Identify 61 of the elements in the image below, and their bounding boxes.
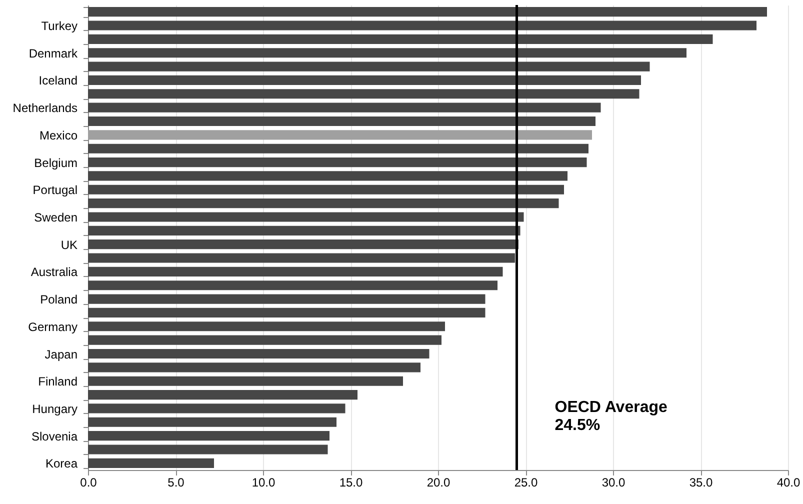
x-tick-label: 0.0 <box>80 476 98 490</box>
x-tick-label: 5.0 <box>168 476 185 490</box>
bar <box>88 7 767 17</box>
bar <box>88 280 498 290</box>
x-tick-label: 35.0 <box>689 476 713 490</box>
bar <box>88 253 515 263</box>
bar <box>88 62 650 72</box>
bar <box>88 212 524 222</box>
x-tick-label: 10.0 <box>252 476 276 490</box>
x-tick-label: 15.0 <box>339 476 363 490</box>
bar <box>88 348 430 359</box>
y-tick-label: Australia <box>30 265 78 280</box>
bar <box>88 20 756 30</box>
bar <box>88 294 486 304</box>
bar <box>88 308 486 318</box>
x-tick-label: 25.0 <box>514 476 538 490</box>
bar <box>88 102 601 112</box>
bar <box>88 417 336 427</box>
bar <box>88 130 592 140</box>
bar <box>88 444 328 454</box>
bar <box>88 198 559 208</box>
bar <box>88 404 346 414</box>
y-tick-label: Hungary <box>32 402 78 416</box>
bar <box>88 322 445 332</box>
y-tick-label: Slovenia <box>31 429 78 444</box>
bar <box>88 458 214 468</box>
y-tick-label: UK <box>60 238 78 252</box>
bar <box>88 431 330 441</box>
bar <box>88 266 503 276</box>
y-tick-label: Turkey <box>41 19 78 34</box>
bar <box>88 226 520 236</box>
x-tick-label: 30.0 <box>602 476 626 490</box>
bar <box>88 144 588 154</box>
y-tick-label: Portugal <box>32 183 78 198</box>
y-tick-label: Netherlands <box>12 101 78 116</box>
bar <box>88 157 587 168</box>
bar <box>88 390 358 400</box>
y-tick-label: Belgium <box>34 156 78 170</box>
y-tick-label: Poland <box>40 292 78 307</box>
ref-line-label: OECD Average 24.5% <box>554 399 668 434</box>
bar <box>88 184 564 194</box>
y-tick-label: Korea <box>45 456 78 471</box>
bar <box>88 171 568 181</box>
bar <box>88 335 442 345</box>
bar <box>88 240 518 250</box>
bar <box>88 362 420 372</box>
x-tick-label: 40.0 <box>776 476 800 490</box>
bar <box>88 48 686 58</box>
y-tick-label: Mexico <box>39 128 78 142</box>
y-tick-label: Germany <box>28 320 78 334</box>
x-tick-label: 20.0 <box>426 476 450 490</box>
bar <box>88 116 596 126</box>
bar <box>88 376 403 386</box>
bar <box>88 75 641 86</box>
y-tick-label: Finland <box>38 374 78 389</box>
bar <box>88 34 713 44</box>
y-tick-label: Japan <box>44 347 78 362</box>
bar <box>88 89 640 99</box>
y-tick-label: Denmark <box>28 46 78 60</box>
y-tick-label: Sweden <box>34 210 78 224</box>
y-tick-label: Iceland <box>38 74 78 88</box>
